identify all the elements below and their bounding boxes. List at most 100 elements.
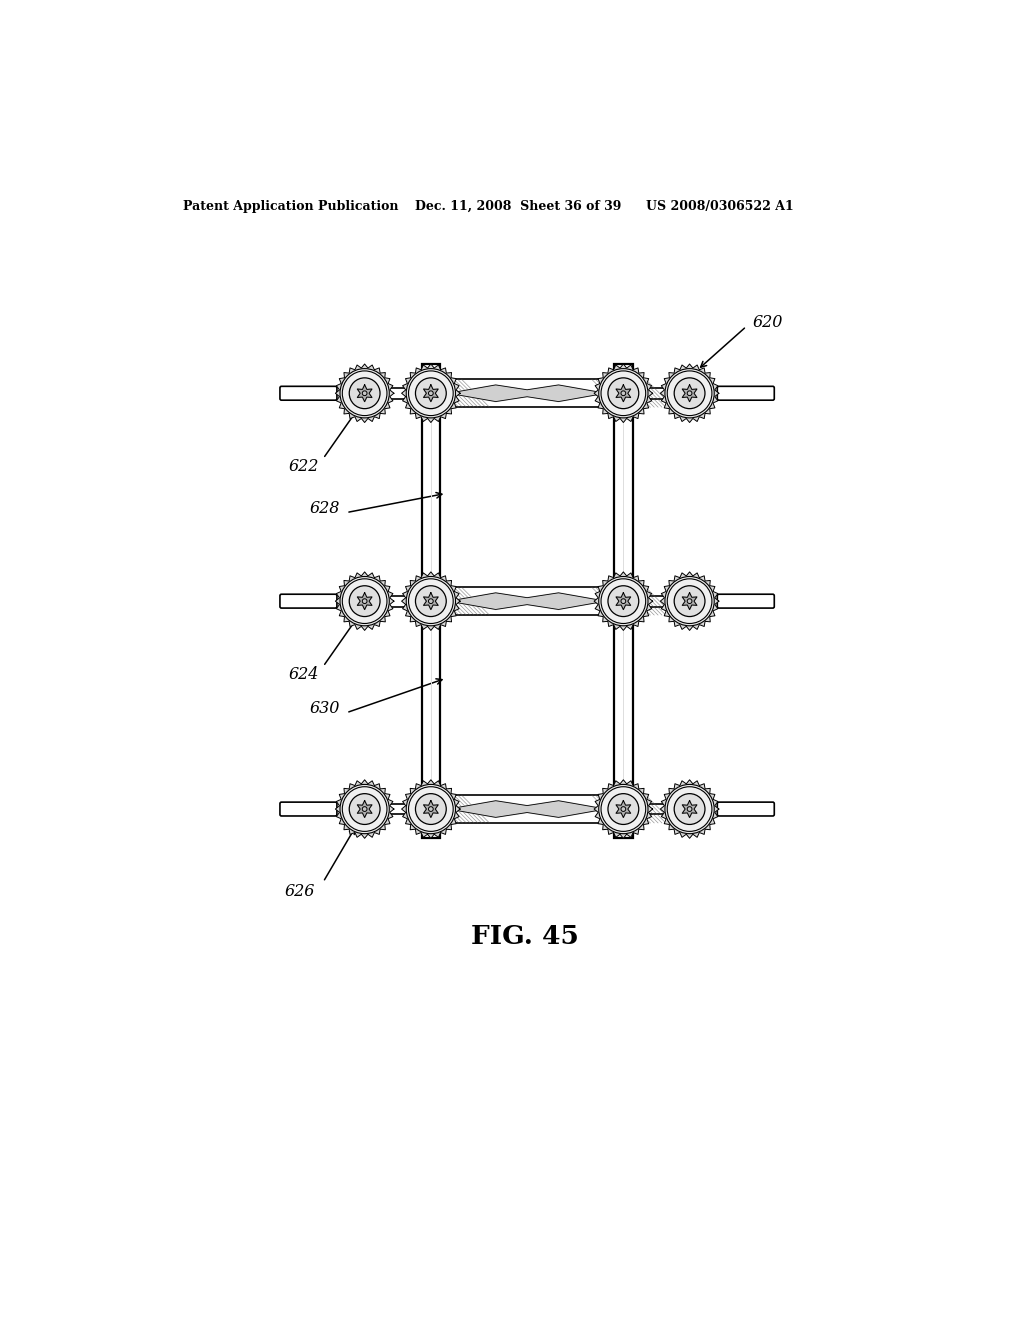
Polygon shape [660, 780, 719, 838]
Polygon shape [424, 593, 438, 610]
Bar [605, 379, 633, 407]
Polygon shape [660, 572, 719, 631]
Polygon shape [594, 572, 652, 631]
Circle shape [608, 586, 639, 616]
Circle shape [362, 599, 367, 603]
Circle shape [428, 807, 433, 812]
Circle shape [349, 378, 380, 409]
Text: 626: 626 [285, 883, 315, 900]
Circle shape [601, 371, 646, 416]
Circle shape [349, 793, 380, 825]
Polygon shape [336, 780, 394, 838]
Text: 624: 624 [289, 665, 318, 682]
Circle shape [621, 599, 626, 603]
Circle shape [599, 577, 648, 626]
Circle shape [340, 368, 389, 418]
Bar [422, 364, 440, 838]
Bar [638, 804, 672, 814]
FancyBboxPatch shape [717, 387, 774, 400]
Bar [382, 804, 416, 814]
Circle shape [601, 578, 646, 623]
Circle shape [608, 378, 639, 409]
Polygon shape [424, 385, 438, 401]
FancyBboxPatch shape [280, 594, 337, 609]
FancyBboxPatch shape [280, 803, 337, 816]
Bar [382, 388, 416, 399]
Circle shape [599, 368, 648, 418]
Text: 630: 630 [310, 701, 340, 718]
Polygon shape [594, 364, 652, 422]
Circle shape [428, 391, 433, 396]
Circle shape [428, 599, 433, 603]
Circle shape [665, 368, 714, 418]
Bar [422, 379, 633, 407]
Bar [614, 364, 633, 838]
Circle shape [674, 793, 705, 825]
Text: US 2008/0306522 A1: US 2008/0306522 A1 [646, 199, 795, 213]
Bar [638, 388, 672, 399]
Circle shape [340, 784, 389, 834]
Polygon shape [424, 800, 438, 817]
Circle shape [674, 378, 705, 409]
Polygon shape [682, 593, 697, 610]
Circle shape [687, 391, 692, 396]
Circle shape [665, 577, 714, 626]
Circle shape [407, 368, 456, 418]
Text: 620: 620 [753, 314, 783, 331]
Circle shape [342, 578, 387, 623]
Circle shape [349, 586, 380, 616]
Polygon shape [616, 800, 631, 817]
Circle shape [621, 391, 626, 396]
Circle shape [599, 784, 648, 834]
Circle shape [687, 599, 692, 603]
Polygon shape [594, 780, 652, 838]
Bar [422, 587, 633, 615]
Circle shape [674, 586, 705, 616]
Circle shape [601, 787, 646, 832]
Circle shape [621, 807, 626, 812]
Polygon shape [357, 800, 372, 817]
Polygon shape [616, 593, 631, 610]
Circle shape [340, 577, 389, 626]
Text: 628: 628 [310, 500, 340, 517]
Polygon shape [401, 780, 460, 838]
Bar [422, 795, 633, 822]
Circle shape [407, 577, 456, 626]
Polygon shape [336, 364, 394, 422]
FancyBboxPatch shape [717, 803, 774, 816]
Circle shape [668, 371, 712, 416]
Circle shape [409, 578, 454, 623]
FancyBboxPatch shape [280, 387, 337, 400]
Text: Patent Application Publication: Patent Application Publication [183, 199, 398, 213]
Polygon shape [336, 572, 394, 631]
Bar [605, 587, 633, 615]
Text: Dec. 11, 2008  Sheet 36 of 39: Dec. 11, 2008 Sheet 36 of 39 [416, 199, 622, 213]
Circle shape [409, 371, 454, 416]
Circle shape [416, 793, 446, 825]
Circle shape [409, 787, 454, 832]
Polygon shape [682, 385, 697, 401]
Bar [382, 595, 416, 607]
Circle shape [665, 784, 714, 834]
Circle shape [687, 807, 692, 812]
Polygon shape [449, 801, 605, 817]
Polygon shape [449, 593, 605, 610]
Polygon shape [401, 572, 460, 631]
Bar [422, 795, 449, 822]
Polygon shape [449, 385, 605, 401]
Text: 622: 622 [289, 458, 318, 475]
Circle shape [362, 391, 367, 396]
Circle shape [416, 586, 446, 616]
Polygon shape [357, 385, 372, 401]
Text: FIG. 45: FIG. 45 [471, 924, 579, 949]
Circle shape [342, 787, 387, 832]
Circle shape [668, 578, 712, 623]
Circle shape [668, 787, 712, 832]
Circle shape [342, 371, 387, 416]
Polygon shape [357, 593, 372, 610]
Bar [422, 379, 449, 407]
Circle shape [608, 793, 639, 825]
Bar [605, 795, 633, 822]
Polygon shape [616, 385, 631, 401]
Bar [422, 587, 449, 615]
